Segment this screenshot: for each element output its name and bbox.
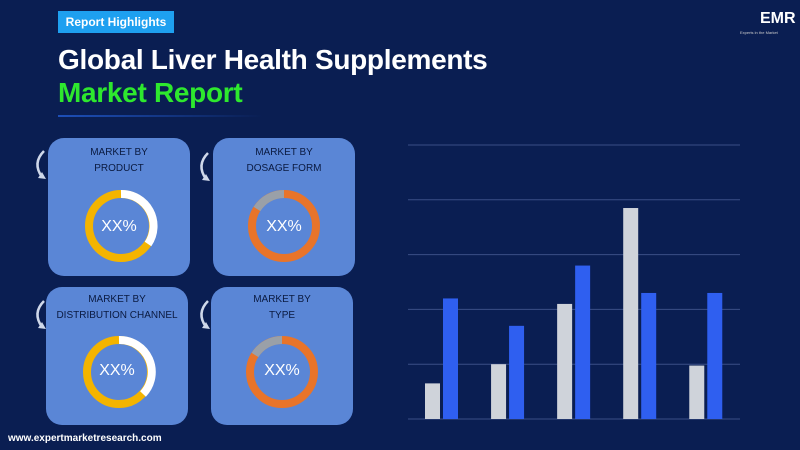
market-by-dosage-form-card: MARKET BY DOSAGE FORM XX% (213, 138, 355, 276)
curved-arrow-icon (200, 300, 210, 329)
curved-arrow-icon (36, 150, 46, 179)
bar-series1-4 (623, 208, 639, 419)
emr-logo-tagline: Experts in the Market (740, 30, 778, 35)
curved-arrow-icon (36, 300, 46, 329)
distribution-channel-donut (83, 335, 156, 408)
type-donut (246, 336, 318, 408)
page-title: Global Liver Health Supplements (58, 44, 488, 75)
bar-chart (408, 144, 740, 420)
card-label-line1: MARKET BY (90, 147, 148, 158)
card-label-line1: MARKET BY (255, 147, 313, 158)
card-label-line2: DOSAGE FORM (246, 163, 322, 174)
emr-logo: EMR (760, 10, 796, 27)
card-label-line1: MARKET BY (253, 294, 311, 305)
dosage-form-donut (248, 190, 320, 262)
footer-url[interactable]: www.expertmarketresearch.com (8, 433, 162, 444)
market-by-product-card: MARKET BY PRODUCT XX% (48, 138, 190, 276)
card-label-line1: MARKET BY (88, 294, 146, 305)
bar-series2-1 (443, 298, 458, 419)
product-percentage: XX% (101, 218, 137, 235)
bar-series1-1 (425, 383, 440, 419)
curved-arrow-icon (200, 152, 210, 181)
bar-series2-3 (575, 265, 591, 419)
report-highlights-badge: Report Highlights (58, 11, 174, 33)
market-by-type-card: MARKET BY TYPE XX% (211, 287, 353, 425)
page-subtitle: Market Report (58, 77, 243, 108)
bar-series1-5 (689, 365, 705, 419)
card-label-line2: PRODUCT (94, 163, 144, 174)
bar-series2-4 (641, 292, 657, 419)
card-label-line2: TYPE (268, 310, 296, 321)
product-donut (85, 189, 158, 262)
bar-series1-3 (557, 303, 573, 419)
bar-series1-2 (491, 364, 507, 419)
type-percentage: XX% (264, 362, 300, 379)
bar-series2-2 (509, 325, 525, 419)
title-underline (58, 115, 263, 117)
dosage-form-percentage: XX% (266, 218, 302, 235)
distribution-channel-percentage: XX% (99, 362, 135, 379)
bar-series2-5 (707, 292, 723, 419)
card-label-line2: DISTRIBUTION CHANNEL (56, 310, 178, 321)
market-by-distribution-channel-card: MARKET BY DISTRIBUTION CHANNEL XX% (46, 287, 188, 425)
